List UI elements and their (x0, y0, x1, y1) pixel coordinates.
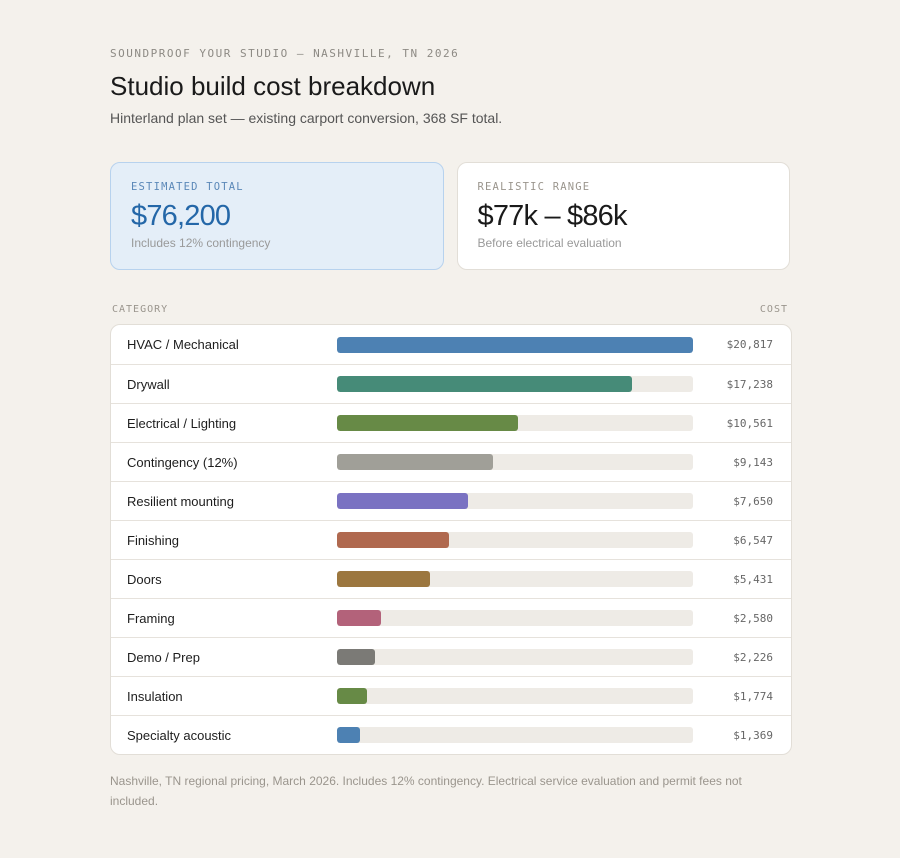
cost-bar-track (337, 415, 693, 431)
category-name: Electrical / Lighting (127, 415, 237, 431)
table-row: HVAC / Mechanical $20,817 (111, 325, 791, 364)
cost-bar (337, 610, 382, 626)
category-name: Demo / Prep (127, 649, 200, 665)
cost-bar (337, 649, 376, 665)
category-cost: $17,238 (726, 377, 773, 391)
category-name: Framing (127, 610, 175, 626)
table-row: Doors $5,431 (111, 559, 791, 598)
cost-bar-track (337, 336, 693, 353)
cost-bar-track (337, 454, 693, 470)
table-row: Insulation $1,774 (111, 676, 791, 715)
table-row: Framing $2,580 (111, 598, 791, 637)
card-value: $77k – $86k (477, 200, 628, 232)
cost-bar-track (337, 376, 693, 392)
category-name: Finishing (127, 532, 180, 548)
card-label: ESTIMATED TOTAL (131, 181, 244, 193)
realistic-range-card: REALISTIC RANGE $77k – $86k Before elect… (456, 162, 790, 270)
cost-bar-track (337, 649, 693, 665)
cost-bar (337, 376, 632, 392)
category-cost: $7,650 (733, 494, 773, 508)
page-subtitle: Hinterland plan set — existing carport c… (110, 110, 503, 126)
cost-bar (337, 454, 494, 470)
cost-bar (337, 727, 361, 743)
cost-table: HVAC / Mechanical $20,817 Drywall $17,238… (110, 324, 792, 755)
card-note: Includes 12% contingency (131, 236, 271, 250)
category-cost: $9,143 (733, 455, 773, 469)
category-cost: $1,774 (733, 689, 773, 703)
table-header: CATEGORY COST (110, 304, 790, 315)
table-row: Electrical / Lighting $10,561 (111, 403, 791, 442)
cost-bar-track (337, 727, 693, 743)
table-row: Resilient mounting $7,650 (111, 481, 791, 520)
eyebrow: SOUNDPROOF YOUR STUDIO — NASHVILLE, TN 2… (110, 47, 460, 60)
cost-bar (337, 532, 449, 548)
category-name: Contingency (12%) (127, 454, 238, 470)
footnote: Nashville, TN regional pricing, March 20… (110, 774, 742, 808)
cost-bar-track (337, 571, 693, 587)
category-cost: $2,226 (733, 650, 773, 664)
category-cost: $6,547 (733, 533, 773, 547)
category-cost: $5,431 (733, 572, 773, 586)
category-cost: $20,817 (726, 338, 773, 351)
cost-bar-track (337, 532, 693, 548)
category-name: Resilient mounting (127, 493, 234, 509)
table-row: Contingency (12%) $9,143 (111, 442, 791, 481)
cost-bar (337, 688, 368, 704)
cost-bar (337, 493, 468, 509)
card-note: Before electrical evaluation (477, 236, 622, 250)
cost-bar (337, 336, 693, 353)
category-name: Specialty acoustic (127, 727, 232, 743)
column-header-cost: COST (759, 304, 788, 315)
card-label: REALISTIC RANGE (477, 181, 591, 193)
cost-bar (337, 571, 430, 587)
card-value: $76,200 (131, 200, 231, 232)
table-row: Specialty acoustic $1,369 (111, 715, 791, 754)
table-row: Demo / Prep $2,226 (111, 637, 791, 676)
category-cost: $2,580 (733, 611, 773, 625)
category-name: Doors (127, 571, 162, 587)
cost-bar (337, 415, 518, 431)
estimated-total-card: ESTIMATED TOTAL $76,200 Includes 12% con… (110, 162, 444, 270)
table-row: Finishing $6,547 (111, 520, 791, 559)
category-cost: $1,369 (733, 728, 773, 742)
summary-cards: ESTIMATED TOTAL $76,200 Includes 12% con… (110, 162, 790, 270)
cost-bar-track (337, 610, 693, 626)
category-name: Drywall (127, 376, 170, 392)
cost-bar-track (337, 688, 693, 704)
table-row: Drywall $17,238 (111, 364, 791, 403)
category-name: Insulation (127, 688, 183, 704)
category-name: HVAC / Mechanical (127, 337, 239, 352)
cost-bar-track (337, 493, 693, 509)
column-header-category: CATEGORY (112, 304, 169, 315)
category-cost: $10,561 (726, 416, 773, 430)
page-title: Studio build cost breakdown (110, 71, 436, 101)
